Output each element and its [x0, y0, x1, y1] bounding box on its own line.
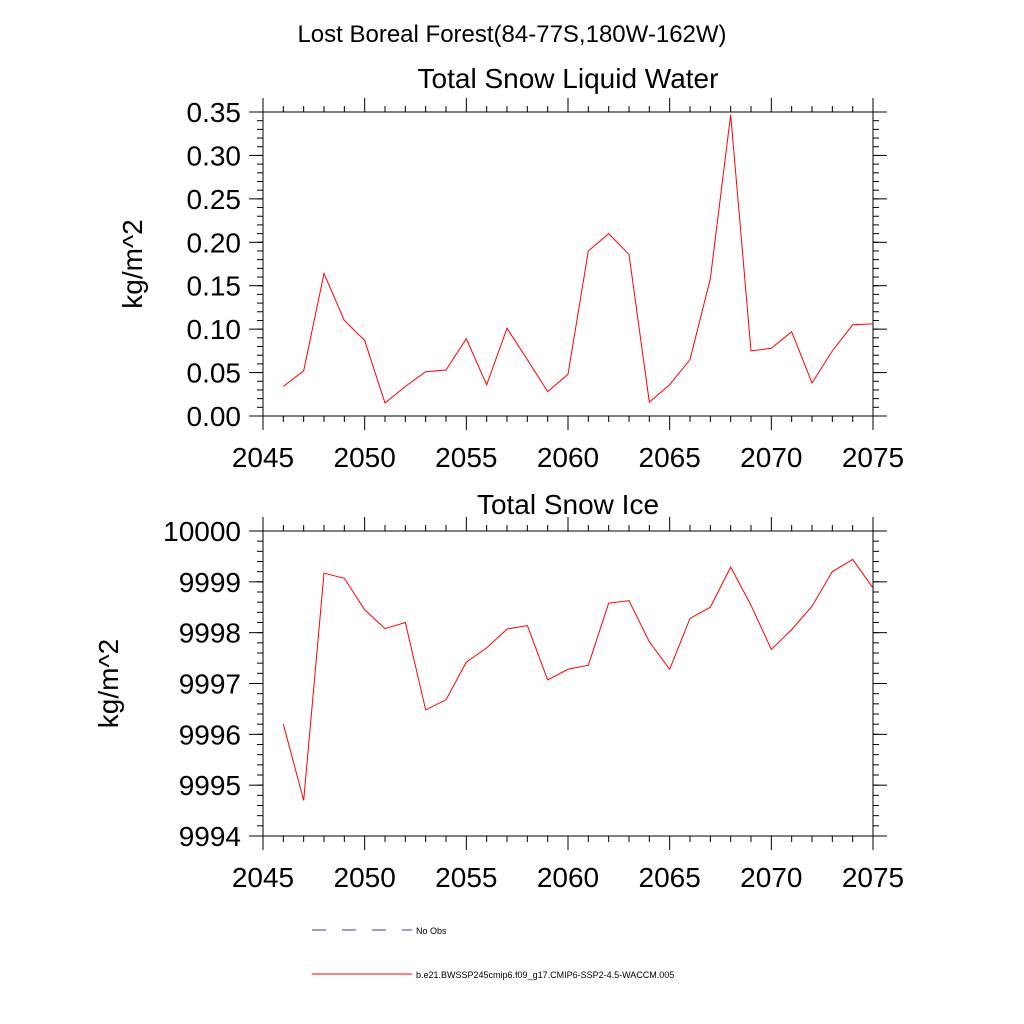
series-line-model	[282, 558, 874, 801]
y-tick-label: 9997	[179, 669, 241, 700]
y-tick-label: 0.35	[187, 97, 242, 128]
figure-suptitle: Lost Boreal Forest(84-77S,180W-162W)	[297, 21, 726, 48]
y-tick-label: 9998	[179, 618, 241, 649]
y-tick-label: 0.05	[187, 358, 242, 389]
x-tick-label: 2070	[740, 862, 802, 893]
legend: No Obs b.e21.BWSSP245cmip6.f09_g17.CMIP6…	[312, 926, 674, 980]
x-tick-label: 2055	[435, 442, 497, 473]
x-tick-label: 2070	[740, 442, 802, 473]
legend-obs-label: No Obs	[416, 926, 447, 936]
y-tick-label: 0.10	[187, 314, 242, 345]
plot-frame	[262, 530, 874, 837]
y-tick-label: 9996	[179, 719, 241, 750]
series-line-model	[283, 114, 874, 404]
y-tick-label: 9999	[179, 567, 241, 598]
x-tick-label: 2050	[334, 862, 396, 893]
x-tick-label: 2065	[639, 862, 701, 893]
y-axis-label: kg/m^2	[93, 639, 124, 728]
x-tick-label: 2075	[842, 442, 904, 473]
y-tick-label: 9994	[179, 821, 241, 852]
y-tick-label: 0.30	[187, 140, 242, 171]
x-tick-label: 2045	[232, 442, 294, 473]
y-tick-label: 0.00	[187, 401, 242, 432]
x-tick-label: 2075	[842, 862, 904, 893]
chart-title: Total Snow Liquid Water	[418, 63, 719, 94]
x-tick-label: 2065	[639, 442, 701, 473]
y-tick-label: 0.25	[187, 184, 242, 215]
legend-model-label: b.e21.BWSSP245cmip6.f09_g17.CMIP6-SSP2-4…	[416, 970, 674, 980]
x-tick-label: 2050	[334, 442, 396, 473]
x-tick-label: 2045	[232, 862, 294, 893]
x-tick-label: 2060	[537, 442, 599, 473]
y-tick-label: 10000	[163, 516, 241, 547]
panel-snow-ice: Total Snow Ice kg/m^2 2045 2050 2055 2060 2065…	[93, 489, 904, 893]
plot-frame	[262, 111, 874, 417]
panel-snow-liquid-water: Total Snow Liquid Water kg/m^2 2045 2050 205…	[117, 63, 904, 473]
x-tick-label: 2060	[537, 862, 599, 893]
chart-title: Total Snow Ice	[477, 489, 659, 520]
y-tick-label: 9995	[179, 770, 241, 801]
y-tick-label: 0.15	[187, 271, 242, 302]
y-tick-label: 0.20	[187, 227, 242, 258]
x-tick-label: 2055	[435, 862, 497, 893]
y-axis-label: kg/m^2	[117, 219, 148, 308]
